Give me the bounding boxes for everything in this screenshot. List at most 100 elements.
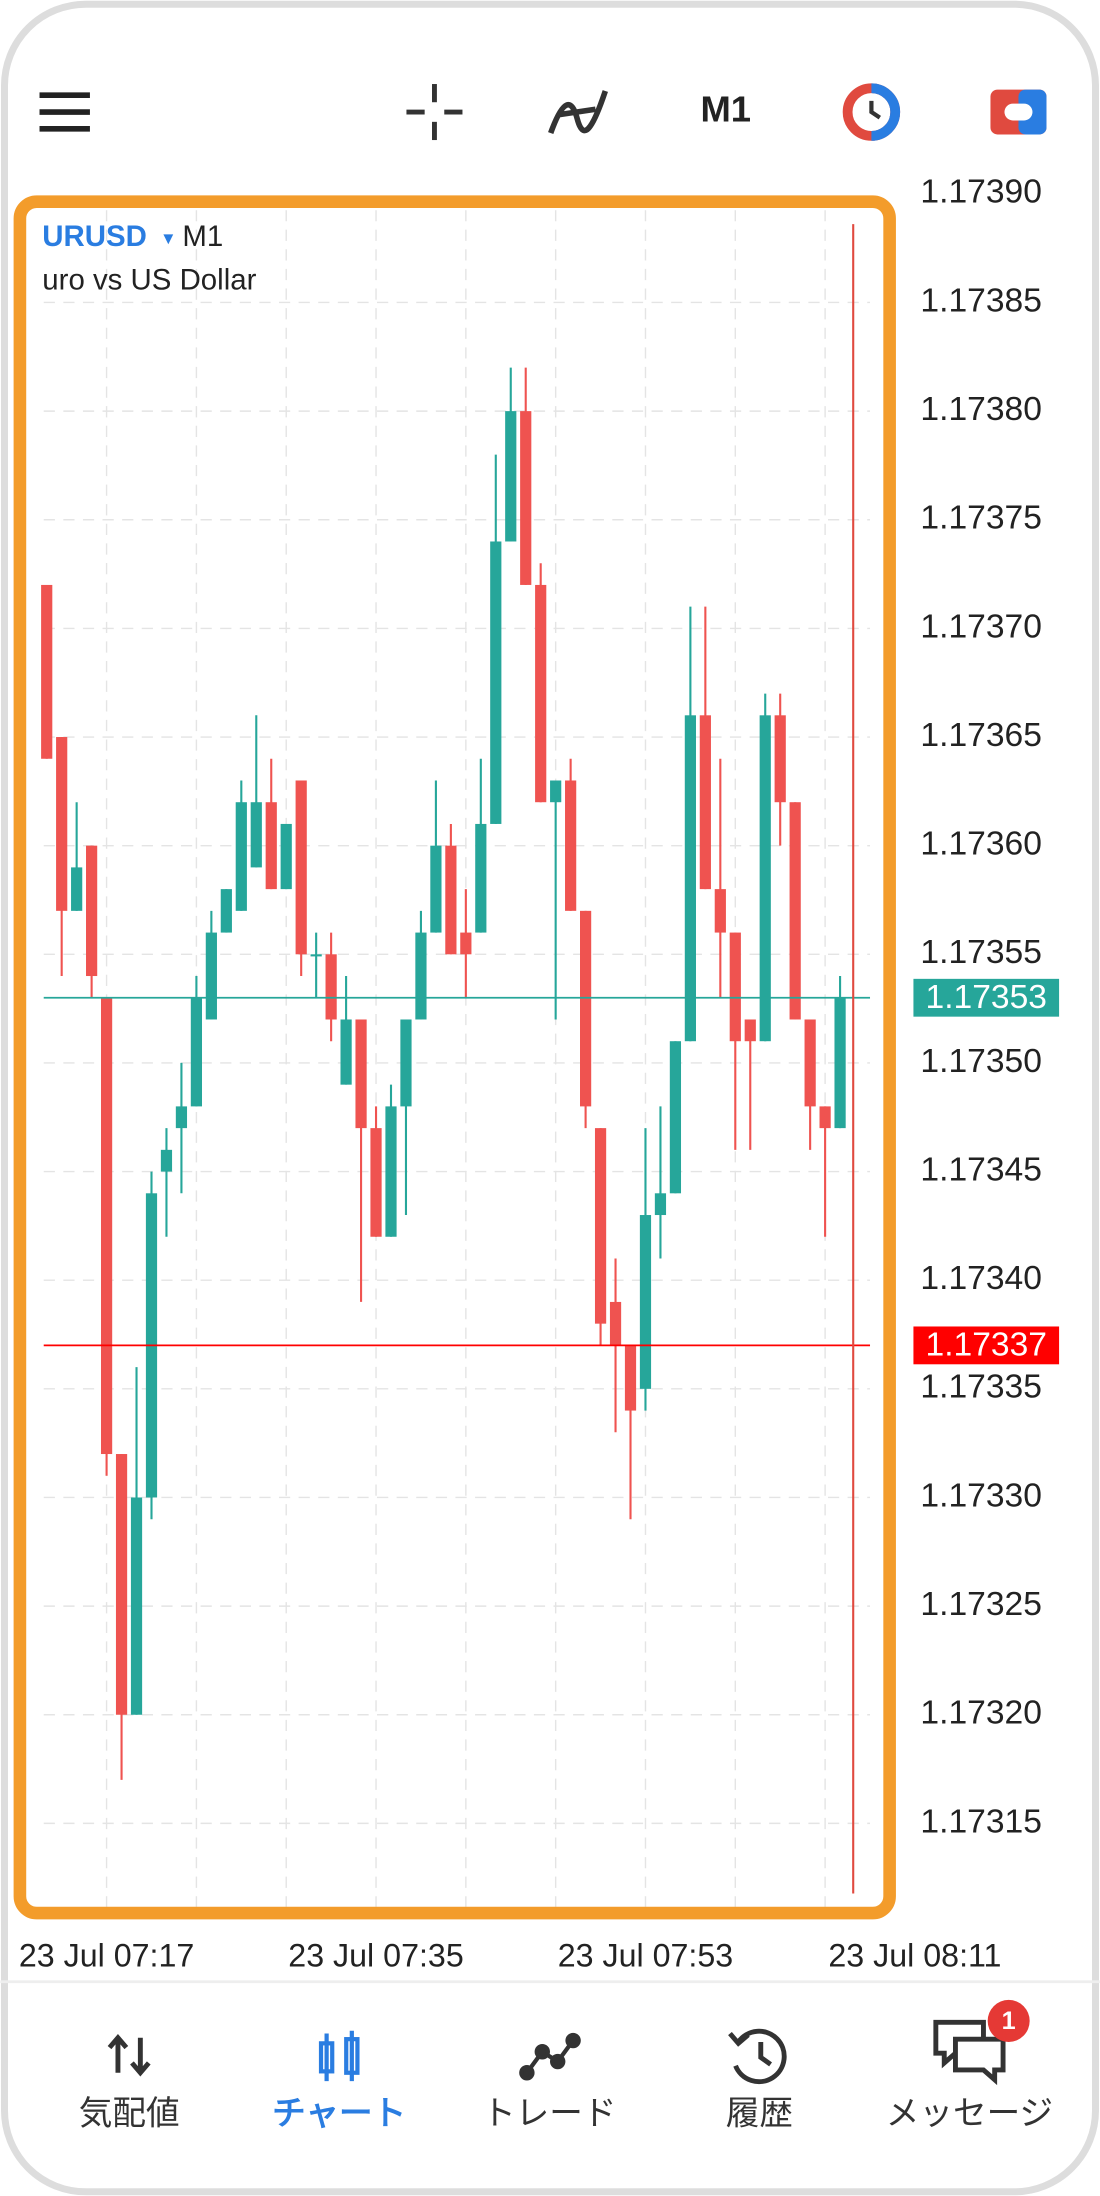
nav-item-label[interactable]: トレード xyxy=(482,2093,616,2132)
y-tick-label: 1.17365 xyxy=(920,717,1042,754)
y-tick-label: 1.17340 xyxy=(920,1260,1042,1297)
x-tick-label: 23 Jul 08:11 xyxy=(828,1937,1001,1973)
y-tick-label: 1.17375 xyxy=(920,500,1042,537)
candle-body xyxy=(744,1019,756,1042)
trade-icon xyxy=(519,2032,581,2081)
y-tick-label: 1.17370 xyxy=(920,608,1042,645)
y-tick-label: 1.17355 xyxy=(920,934,1042,971)
y-tick-label: 1.17350 xyxy=(920,1043,1042,1080)
candle-body xyxy=(490,541,502,824)
candle-body xyxy=(804,1019,816,1107)
y-tick-label: 1.17380 xyxy=(920,391,1042,428)
candle-body xyxy=(370,1128,382,1237)
candle-body xyxy=(71,867,83,911)
candle-body xyxy=(639,1215,652,1389)
candle-body xyxy=(759,715,771,1042)
ask-label-bg xyxy=(913,1326,1060,1365)
candle-body xyxy=(699,715,711,890)
y-tick-label: 1.17360 xyxy=(920,826,1042,863)
chart-icon xyxy=(318,2030,360,2082)
plot-area xyxy=(41,210,871,1908)
messages-icon xyxy=(933,2019,1006,2086)
candle-body xyxy=(729,932,741,1042)
candle-body xyxy=(160,1149,173,1172)
nav-item-label[interactable]: 履歴 xyxy=(726,2093,793,2132)
x-tick-label: 23 Jul 07:53 xyxy=(558,1937,733,1973)
quotes-icon xyxy=(107,2033,151,2077)
candle-body xyxy=(355,1019,367,1129)
menu-button[interactable] xyxy=(39,92,90,132)
candle-body xyxy=(41,584,53,759)
chart-timeframe: M1 xyxy=(182,220,223,253)
message-badge xyxy=(987,1999,1030,2042)
y-tick-label: 1.17345 xyxy=(920,1151,1042,1188)
y-tick-label: 1.17325 xyxy=(920,1586,1042,1623)
candle-body xyxy=(385,1106,397,1237)
candle-body xyxy=(624,1345,637,1411)
candle-body xyxy=(295,780,307,955)
candle-body xyxy=(310,954,322,957)
candle-body xyxy=(280,823,292,890)
y-tick-label: 1.17320 xyxy=(920,1695,1042,1732)
candle-body xyxy=(505,411,517,542)
candle-body xyxy=(325,954,337,1020)
candle-body xyxy=(460,932,472,955)
ask-label: 1.17337 xyxy=(926,1327,1048,1364)
y-tick-label: 1.17385 xyxy=(920,282,1042,319)
y-tick-label: 1.17390 xyxy=(920,174,1042,211)
candle-body xyxy=(175,1106,188,1129)
candle-body xyxy=(340,1019,352,1085)
nav-item-label[interactable]: メッセージ xyxy=(886,2093,1053,2132)
candle-body xyxy=(56,737,68,911)
candle-body xyxy=(115,1454,128,1715)
candle-body xyxy=(789,802,801,1020)
candle-body xyxy=(205,932,217,1020)
history-icon xyxy=(728,2028,787,2085)
candle-body xyxy=(445,845,457,955)
candle-body xyxy=(86,845,98,977)
nav-bar: 気配値 チャート トレード 履歴 メッセージ xyxy=(79,2093,1053,2132)
crosshair-button[interactable] xyxy=(406,84,463,141)
nav-item-label[interactable]: チャート xyxy=(272,2093,406,2132)
trade-button[interactable] xyxy=(990,89,1047,135)
x-tick-label: 23 Jul 07:17 xyxy=(19,1937,194,1973)
candle-body xyxy=(430,845,442,933)
candle-body xyxy=(100,997,113,1455)
timeframe-button[interactable]: M1 xyxy=(700,89,751,130)
candle-body xyxy=(265,802,277,890)
candle-body xyxy=(520,411,532,585)
candle-body xyxy=(774,715,786,803)
chart-type-button[interactable] xyxy=(842,83,901,141)
nav-item-label[interactable]: 気配値 xyxy=(79,2093,180,2132)
candle-body xyxy=(535,584,547,803)
candle-body xyxy=(714,889,726,933)
highlight-frame xyxy=(13,195,896,1920)
candle-body xyxy=(190,997,203,1107)
y-tick-label: 1.17330 xyxy=(920,1477,1042,1514)
candle-body xyxy=(565,780,577,911)
y-tick-label: 1.17335 xyxy=(920,1369,1042,1406)
candle-body xyxy=(550,780,562,803)
symbol-dropdown-arrow[interactable]: ▼ xyxy=(160,229,177,248)
candle-body xyxy=(130,1497,143,1715)
symbol[interactable]: URUSD xyxy=(42,220,147,253)
symbol-description: uro vs US Dollar xyxy=(42,263,256,296)
candle-body xyxy=(684,715,696,1042)
candle-body xyxy=(654,1193,667,1216)
bid-label-bg xyxy=(913,978,1060,1017)
indicator-button[interactable] xyxy=(548,90,608,134)
candle-body xyxy=(834,997,846,1129)
candle-body xyxy=(819,1106,831,1129)
candle-body xyxy=(400,1019,412,1107)
candle-body xyxy=(415,932,427,1020)
candle-body xyxy=(669,1041,682,1194)
y-tick-label: 1.17315 xyxy=(920,1803,1042,1840)
candle-body xyxy=(475,823,487,933)
candle-body xyxy=(594,1128,607,1324)
candle-body xyxy=(220,889,232,933)
candle-body xyxy=(579,910,592,1107)
candle-body xyxy=(609,1301,622,1346)
